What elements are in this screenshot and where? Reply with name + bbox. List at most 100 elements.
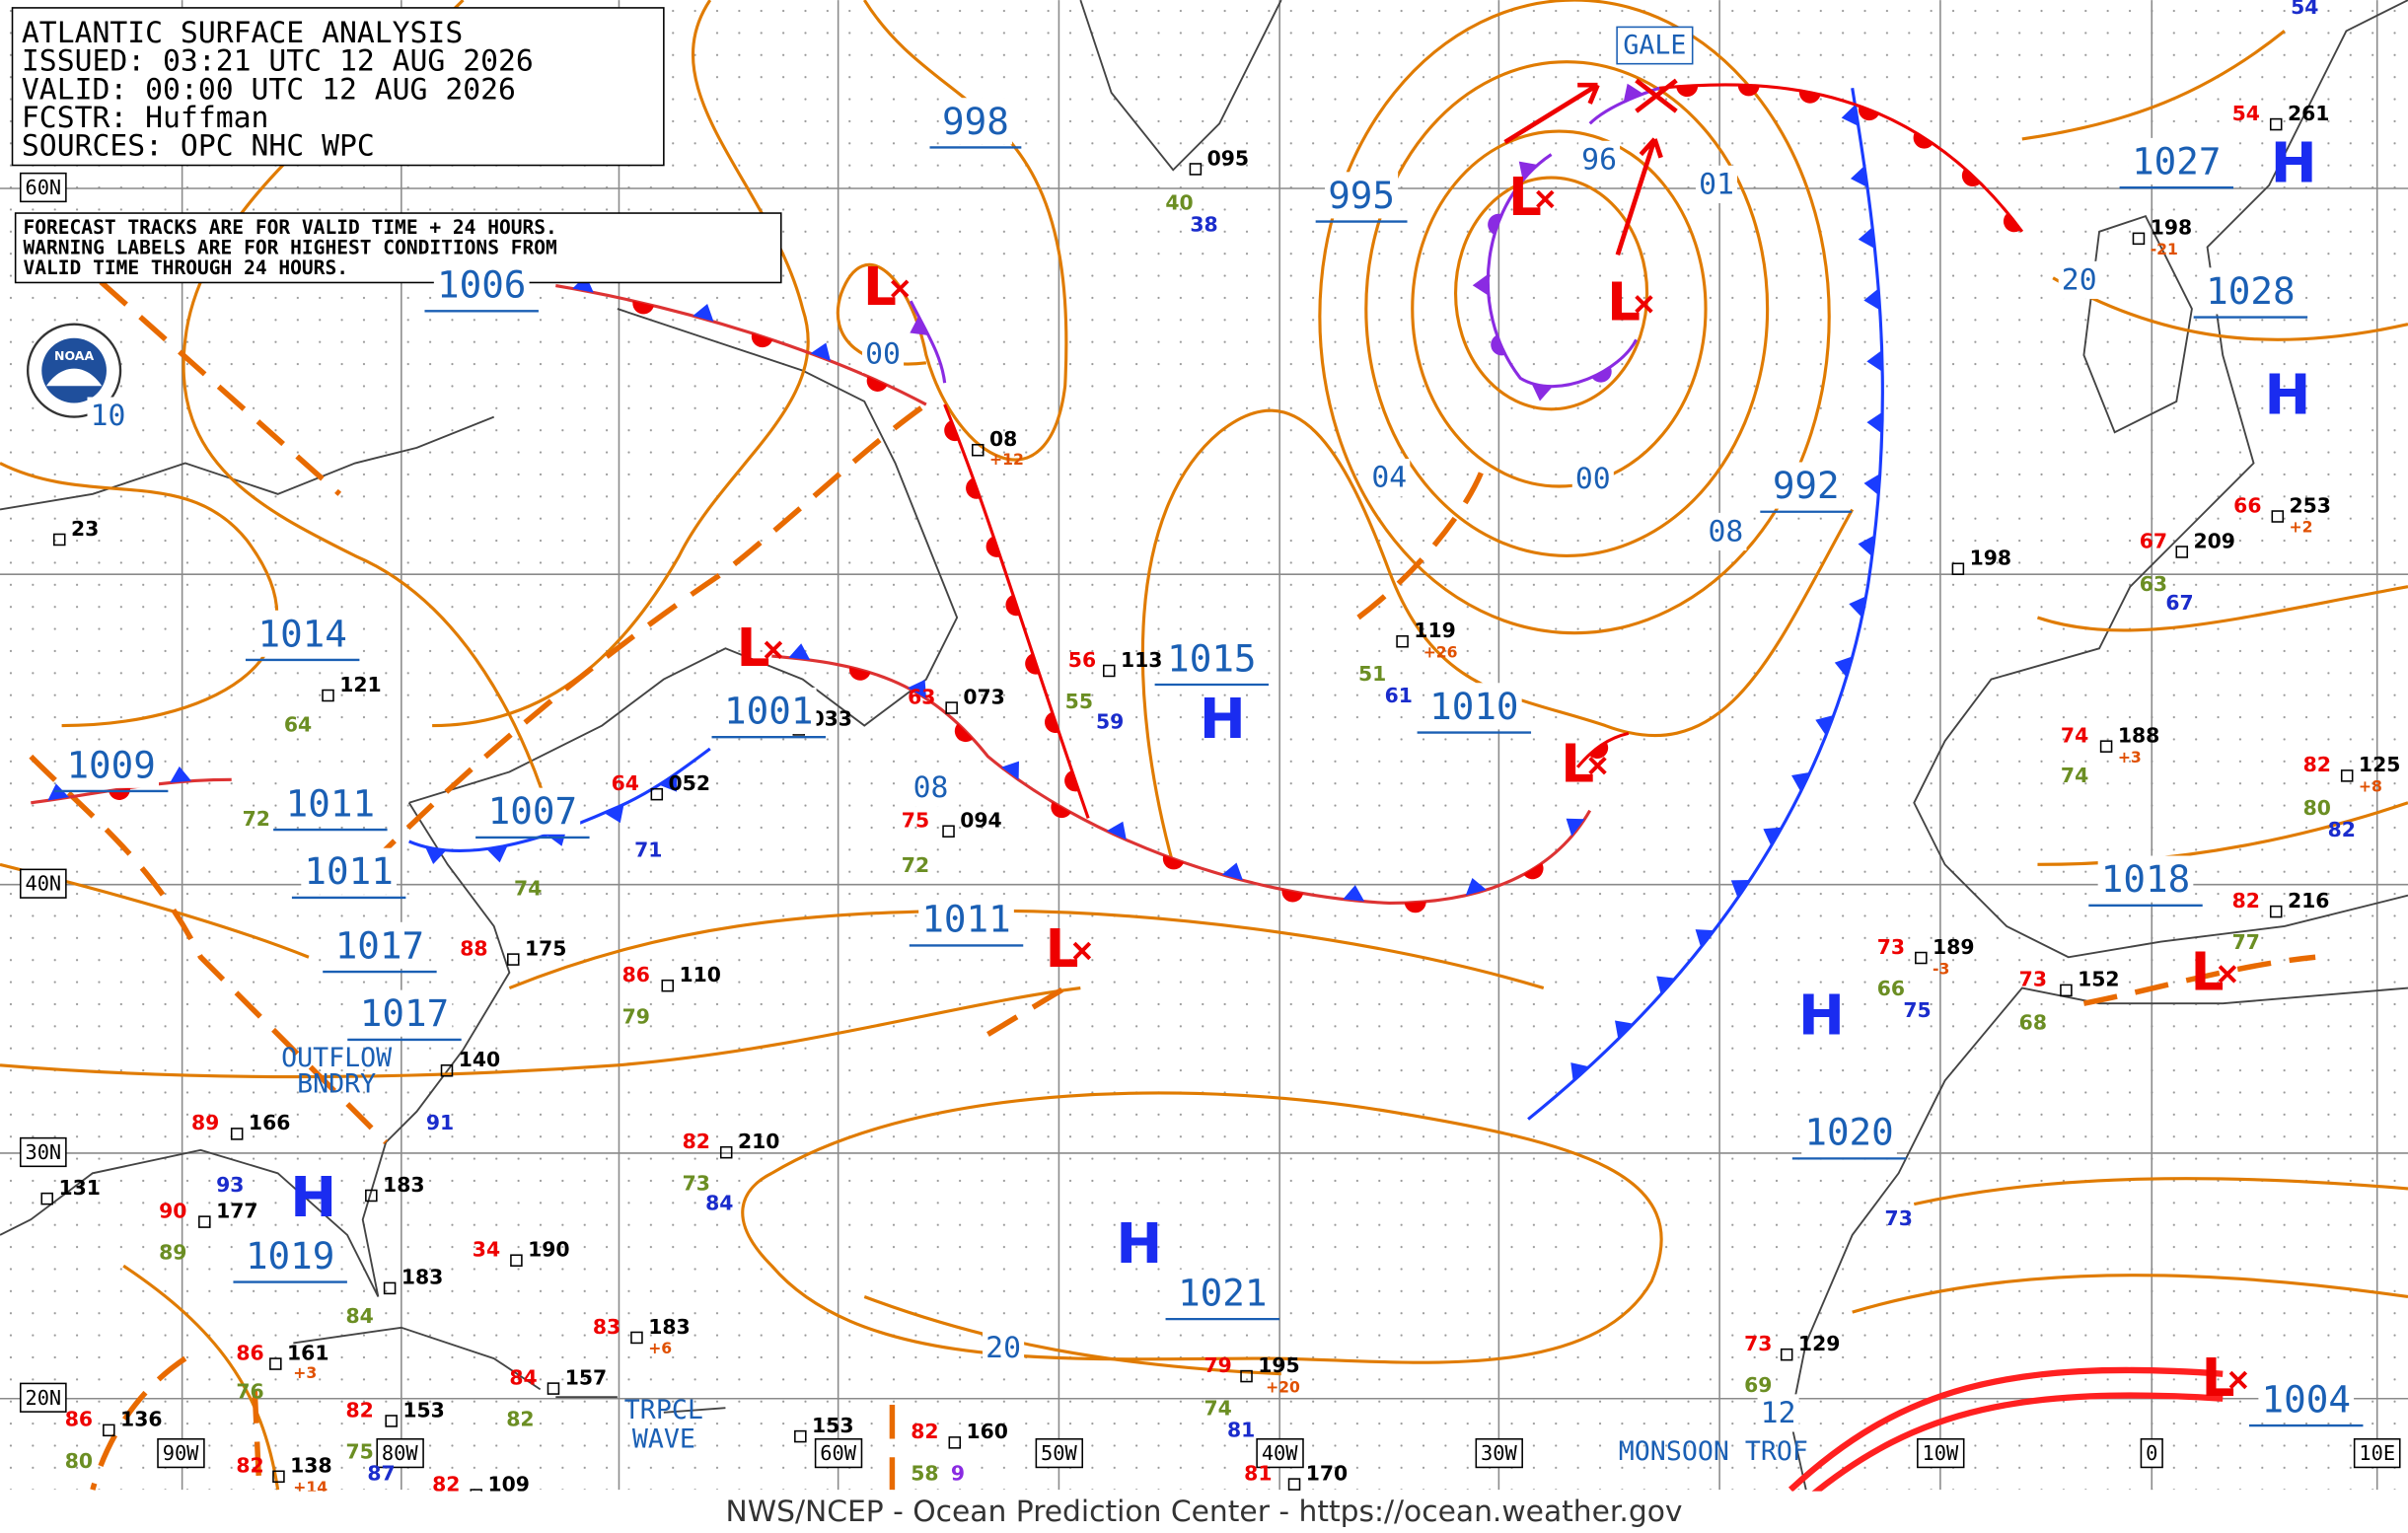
station-icon [2175, 546, 2189, 558]
station-icon [1240, 1369, 1253, 1383]
label-box [356, 989, 453, 1037]
front-triangle [1858, 535, 1875, 557]
front-semicircle [1005, 594, 1020, 617]
label-box [19, 172, 67, 203]
station-icon [2269, 117, 2283, 131]
station-value: 80 [2303, 796, 2331, 820]
front-semicircle [751, 332, 773, 348]
isobar-label: 1004 [2262, 1377, 2351, 1421]
station-icon [507, 953, 520, 966]
station-value: 67 [2140, 529, 2167, 552]
station-value: +20 [1266, 1377, 1300, 1396]
station-value: 175 [525, 936, 566, 960]
label-box [157, 1437, 205, 1469]
station-value: 73 [2019, 968, 2047, 991]
station-value: 138 [290, 1454, 331, 1478]
label-box [87, 397, 129, 435]
station-value: +8 [2359, 777, 2382, 796]
low-marker [1536, 189, 1555, 209]
station-value: -21 [2151, 240, 2178, 258]
station-value: 160 [967, 1420, 1008, 1443]
high-center: H [1200, 688, 1246, 752]
station-icon [40, 1192, 53, 1205]
station-value: 59 [1096, 709, 1124, 733]
isobar-label: 1017 [335, 923, 424, 967]
label-box [1425, 683, 1522, 730]
front-semicircle [966, 477, 981, 499]
low-marker [1588, 757, 1607, 775]
front-triangle [1815, 715, 1834, 736]
label-box [1571, 460, 1614, 498]
annotation: BNDRY [297, 1069, 376, 1100]
header-line: SOURCES: OPC NHC WPC [22, 129, 375, 164]
low-marker [2228, 1370, 2248, 1390]
front-triangle [693, 303, 714, 323]
station-value: 119 [1414, 619, 1455, 642]
label-box [63, 741, 160, 788]
station-value: 190 [528, 1238, 569, 1262]
station-value: 125 [2359, 753, 2400, 776]
station-value: 188 [2118, 723, 2159, 747]
fronts [31, 83, 2024, 1121]
station-icon [2132, 232, 2146, 246]
isobar-label: 1021 [1178, 1271, 1267, 1314]
latitude-label: 30N [25, 1140, 61, 1164]
station-icon [1780, 1348, 1793, 1361]
label-box [2058, 260, 2100, 299]
station-icon [269, 1357, 282, 1370]
station-value: 189 [1933, 935, 1974, 959]
station-value: 073 [963, 685, 1004, 708]
longitude-label: 60W [820, 1441, 856, 1465]
front-triangle [1791, 771, 1810, 792]
isobar-label: 1011 [286, 781, 375, 825]
low-marker [764, 640, 783, 660]
isobar-label: 10 [91, 399, 126, 433]
isobar-label: 1015 [1167, 636, 1256, 680]
station-value: +2 [2290, 518, 2313, 537]
front-triangle [1615, 1020, 1634, 1040]
front-semicircle [1281, 889, 1304, 903]
isobar-label: 998 [942, 100, 1009, 143]
label-box [1616, 26, 1694, 65]
front-semicircle [1064, 769, 1079, 792]
low-center: L [2191, 942, 2225, 1003]
front-triangle [1858, 227, 1875, 249]
station-value: 86 [236, 1341, 263, 1364]
station-value: 83 [593, 1315, 620, 1339]
station-value: 183 [648, 1315, 690, 1339]
isobar-label: 1020 [1804, 1111, 1893, 1154]
noaa-logo: NOAA [26, 323, 122, 418]
station-icon [272, 1470, 285, 1484]
front-triangle [1841, 105, 1859, 126]
front-triangle [1656, 976, 1676, 995]
isobar-label: 992 [1773, 464, 1840, 507]
station-value: 23 [71, 517, 99, 541]
label-box [1368, 459, 1411, 497]
label-box [282, 779, 379, 827]
label-box [376, 1437, 424, 1469]
station-value: 74 [1204, 1397, 1231, 1421]
front-triangle [1850, 166, 1867, 187]
station-value: 129 [1798, 1332, 1840, 1355]
front-semicircle [1858, 106, 1879, 121]
footer: NWS/NCEP - Ocean Prediction Center - htt… [725, 1495, 1682, 1529]
front-triangle [1695, 929, 1715, 948]
station-value: 64 [612, 771, 639, 795]
front-triangle [1221, 862, 1243, 881]
station-value: 110 [679, 963, 720, 986]
longitude-label: 80W [382, 1441, 418, 1465]
isobar-label: 20 [2062, 262, 2097, 297]
station-value: +26 [1423, 642, 1458, 661]
front-semicircle [2003, 212, 2021, 233]
low-center: L [737, 618, 770, 679]
station-value: 261 [2288, 102, 2329, 125]
front-semicircle [1523, 862, 1544, 880]
troughs [29, 245, 2316, 1491]
latitude-label: 20N [25, 1386, 61, 1410]
station-icon [385, 1415, 398, 1427]
front-triangle [908, 680, 927, 699]
front-triangle [1863, 288, 1880, 311]
station-value: 54 [2291, 0, 2318, 19]
annotation: OUTFLOW [281, 1043, 393, 1073]
station-value: 08 [989, 427, 1017, 451]
